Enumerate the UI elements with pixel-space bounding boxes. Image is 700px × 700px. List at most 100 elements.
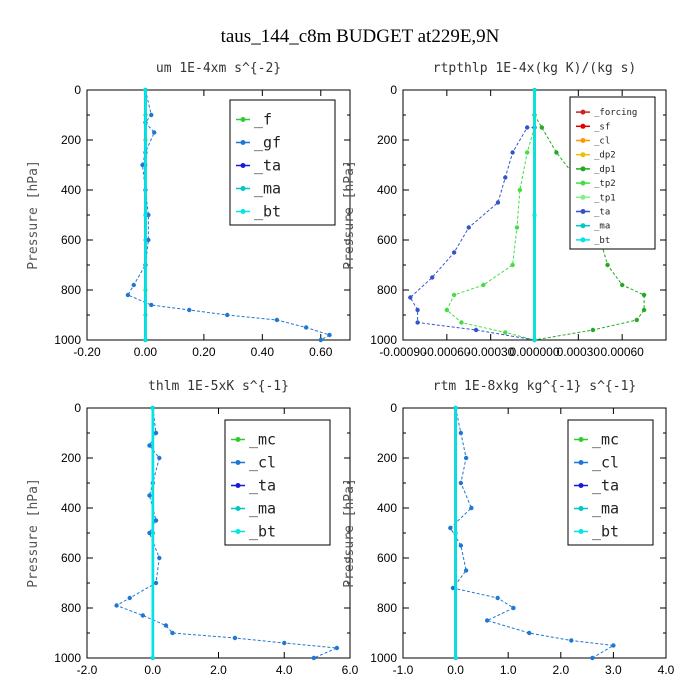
y-tick-label: 600 <box>377 233 397 247</box>
legend-label: _bt <box>249 523 276 541</box>
panel-title: rtm 1E-8xkg kg^{-1} s^{-1} <box>433 379 637 394</box>
legend-label: _cl <box>594 137 610 147</box>
data-point <box>590 655 595 661</box>
data-point <box>114 603 119 608</box>
x-tick-label: 0.000000 <box>509 345 559 359</box>
y-tick-label: 0 <box>390 401 397 415</box>
x-tick-label: -2.0 <box>77 663 98 677</box>
legend-marker <box>235 483 241 488</box>
y-tick-label: 1000 <box>370 651 397 665</box>
data-point <box>146 237 151 243</box>
series-line-ta <box>409 127 535 341</box>
y-tick-label: 600 <box>61 233 81 247</box>
data-point <box>466 225 471 230</box>
legend-marker <box>580 223 586 229</box>
legend-label: _mc <box>249 431 276 449</box>
y-tick-label: 200 <box>61 133 81 147</box>
legend-marker <box>580 194 586 200</box>
data-point <box>554 150 559 155</box>
chart-panel-2: rtpthlp 1E-4x(kg K)/(kg s) Pressure [hPa]… <box>342 61 667 359</box>
data-point <box>463 568 469 573</box>
legend: _mc _cl _ta _ma _bt <box>567 419 654 546</box>
data-point <box>605 262 610 268</box>
x-tick-label: -0.00090 <box>379 345 427 359</box>
data-point <box>127 595 132 601</box>
data-point <box>569 638 574 643</box>
y-tick-label: 1000 <box>370 333 397 347</box>
data-point <box>415 320 420 325</box>
data-point <box>147 530 152 536</box>
data-point <box>510 150 515 155</box>
data-point <box>532 88 537 92</box>
data-point <box>125 292 131 298</box>
data-point <box>619 282 625 288</box>
legend-label: _f <box>254 111 272 129</box>
data-point <box>514 225 520 230</box>
data-point <box>150 531 155 535</box>
data-point <box>641 292 647 298</box>
legend-label: _dp1 <box>594 165 616 175</box>
legend-marker <box>580 166 586 172</box>
data-point <box>473 327 479 333</box>
data-point <box>152 130 157 135</box>
data-point <box>147 493 152 498</box>
data-point <box>131 282 136 288</box>
legend-label: _ta <box>254 157 281 175</box>
x-tick-label: 2.0 <box>552 663 569 677</box>
data-point <box>311 655 317 661</box>
data-point <box>451 250 457 255</box>
chart-panel-1: um 1E-4xm s^{-2} Pressure [hPa] 0 200 400 600… <box>26 61 351 359</box>
x-tick-label: 0.40 <box>251 345 275 359</box>
data-point <box>157 455 162 461</box>
legend: _mc _cl _ta _ma _bt <box>224 419 331 546</box>
data-point <box>150 656 155 660</box>
data-point <box>453 406 458 410</box>
legend-marker <box>578 506 584 511</box>
legend-box <box>224 419 331 546</box>
data-point <box>481 282 486 288</box>
data-point <box>453 656 458 660</box>
data-point <box>511 605 516 611</box>
legend-label: _ta <box>249 477 276 495</box>
legend-label: _mc <box>592 431 619 449</box>
legend-marker <box>580 152 586 158</box>
data-point <box>450 585 456 591</box>
data-point <box>143 88 148 92</box>
legend-marker <box>580 109 586 115</box>
y-tick-label: 200 <box>377 133 397 147</box>
x-tick-label: 6.0 <box>342 663 359 677</box>
legend-label: _ma <box>592 500 619 518</box>
data-point <box>463 455 469 461</box>
data-point <box>524 150 530 155</box>
data-point <box>611 643 616 648</box>
y-tick-label: 400 <box>61 501 81 515</box>
x-tick-label: 3.0 <box>605 663 622 677</box>
legend-marker <box>235 506 241 511</box>
data-point <box>153 518 159 523</box>
legend-label: _gf <box>254 134 281 152</box>
x-tick-label: 0.0 <box>447 663 464 677</box>
data-point <box>495 595 500 601</box>
legend-marker <box>235 437 241 442</box>
data-point <box>334 645 340 651</box>
legend-label: _tp1 <box>594 193 616 203</box>
data-point <box>146 212 151 218</box>
data-point <box>170 630 175 636</box>
y-tick-label: 400 <box>61 183 81 197</box>
y-tick-label: 600 <box>377 551 397 565</box>
data-point <box>327 332 332 338</box>
data-point <box>458 543 464 548</box>
data-point <box>415 307 420 313</box>
legend-label: _bt <box>254 203 281 221</box>
data-point <box>318 337 323 343</box>
y-tick-label: 0 <box>390 83 397 97</box>
data-point <box>503 330 508 335</box>
data-point <box>408 295 413 300</box>
x-tick-label: -1.0 <box>393 663 414 677</box>
series-line-tp2 <box>446 127 535 341</box>
legend-label: _ta <box>594 208 610 218</box>
legend-marker <box>580 237 586 243</box>
y-tick-label: 800 <box>61 601 81 615</box>
legend-label: _cl <box>592 454 619 472</box>
